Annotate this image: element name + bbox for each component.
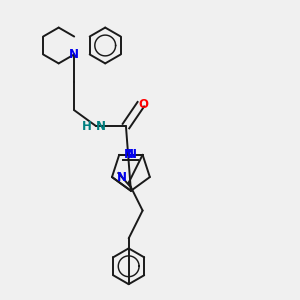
Text: H: H bbox=[82, 120, 92, 133]
Text: N: N bbox=[124, 148, 134, 161]
Text: O: O bbox=[139, 98, 149, 111]
Text: N: N bbox=[117, 171, 127, 184]
Text: N: N bbox=[127, 148, 137, 161]
Text: N: N bbox=[69, 48, 79, 61]
Text: N: N bbox=[96, 120, 106, 133]
